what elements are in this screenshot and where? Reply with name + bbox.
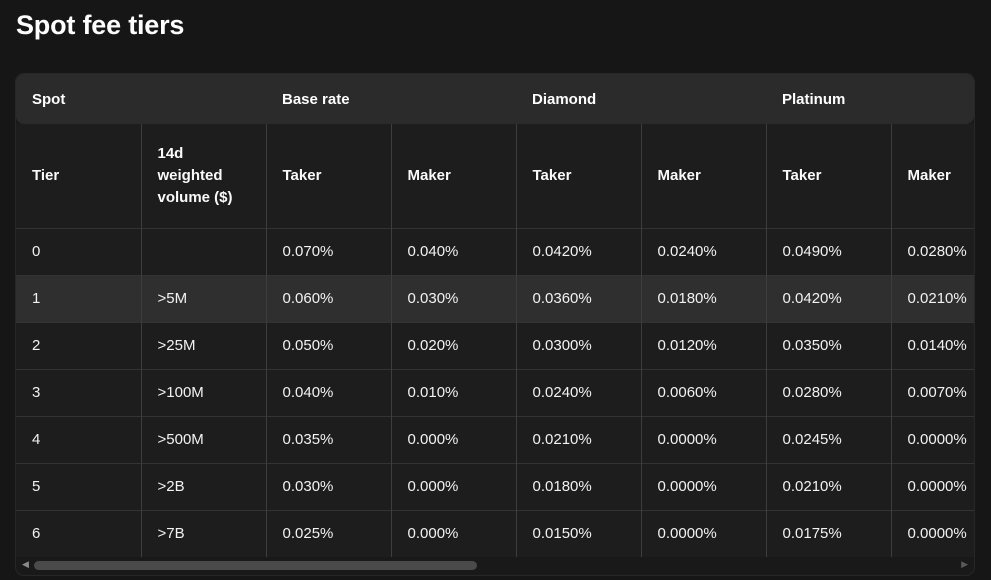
cell-platinum-maker: 0.0000% (890, 415, 974, 463)
cell-platinum-maker: 0.0280% (890, 227, 974, 275)
cell-diamond-taker: 0.0180% (515, 462, 641, 510)
table-group-header: Spot Base rate Diamond Platinum (16, 74, 974, 124)
cell-platinum-taker: 0.0490% (765, 227, 891, 275)
scroll-right-arrow-icon[interactable]: ▶ (961, 559, 968, 570)
table-row: 1 >5M 0.060% 0.030% 0.0360% 0.0180% 0.04… (16, 274, 974, 322)
scrollbar-track[interactable] (33, 560, 956, 570)
cell-diamond-maker: 0.0000% (640, 462, 766, 510)
cell-diamond-taker: 0.0420% (515, 227, 641, 275)
cell-base-taker: 0.060% (265, 274, 391, 322)
cell-platinum-maker: 0.0140% (890, 321, 974, 369)
table-body: 0 0.070% 0.040% 0.0420% 0.0240% 0.0490% … (16, 227, 974, 557)
table-scroll-area[interactable]: Tier 14d weighted volume ($) Taker Maker… (16, 124, 974, 557)
cell-diamond-maker: 0.0060% (640, 368, 766, 416)
group-spot: Spot (32, 90, 66, 108)
cell-volume: >100M (140, 368, 266, 416)
cell-platinum-taker: 0.0350% (765, 321, 891, 369)
cell-base-maker: 0.000% (390, 462, 516, 510)
table-row: 5 >2B 0.030% 0.000% 0.0180% 0.0000% 0.02… (16, 462, 974, 510)
group-base-rate: Base rate (282, 90, 350, 108)
cell-base-maker: 0.020% (390, 321, 516, 369)
cell-volume: >5M (140, 274, 266, 322)
cell-volume: >25M (140, 321, 266, 369)
cell-diamond-maker: 0.0000% (640, 509, 766, 557)
cell-tier: 1 (16, 274, 141, 322)
cell-platinum-taker: 0.0210% (765, 462, 891, 510)
cell-tier: 6 (16, 509, 141, 557)
cell-tier: 0 (16, 227, 141, 275)
cell-base-maker: 0.000% (390, 509, 516, 557)
scrollbar-thumb[interactable] (33, 560, 477, 570)
cell-base-taker: 0.035% (265, 415, 391, 463)
cell-base-taker: 0.070% (265, 227, 391, 275)
cell-diamond-taker: 0.0150% (515, 509, 641, 557)
col-platinum-maker: Maker (890, 124, 974, 228)
cell-platinum-taker: 0.0245% (765, 415, 891, 463)
column-header-row: Tier 14d weighted volume ($) Taker Maker… (16, 124, 974, 228)
cell-volume (140, 227, 266, 275)
group-platinum: Platinum (782, 90, 846, 108)
horizontal-scrollbar[interactable]: ◀ ▶ (16, 557, 974, 575)
cell-base-maker: 0.030% (390, 274, 516, 322)
table-row: 2 >25M 0.050% 0.020% 0.0300% 0.0120% 0.0… (16, 321, 974, 369)
cell-base-maker: 0.010% (390, 368, 516, 416)
col-volume: 14d weighted volume ($) (140, 124, 266, 228)
fee-table-card: Spot Base rate Diamond Platinum Tier 14d… (15, 73, 975, 576)
table-column-header: Tier 14d weighted volume ($) Taker Maker… (16, 124, 974, 228)
cell-diamond-maker: 0.0000% (640, 415, 766, 463)
cell-base-maker: 0.040% (390, 227, 516, 275)
cell-platinum-taker: 0.0175% (765, 509, 891, 557)
cell-platinum-maker: 0.0210% (890, 274, 974, 322)
cell-tier: 4 (16, 415, 141, 463)
table-row: 6 >7B 0.025% 0.000% 0.0150% 0.0000% 0.01… (16, 509, 974, 557)
cell-platinum-taker: 0.0280% (765, 368, 891, 416)
page-title: Spot fee tiers (16, 10, 185, 40)
cell-platinum-maker: 0.0070% (890, 368, 974, 416)
cell-diamond-maker: 0.0240% (640, 227, 766, 275)
scroll-left-arrow-icon[interactable]: ◀ (22, 559, 29, 570)
cell-volume: >2B (140, 462, 266, 510)
cell-diamond-maker: 0.0120% (640, 321, 766, 369)
cell-tier: 2 (16, 321, 141, 369)
fee-table: Tier 14d weighted volume ($) Taker Maker… (16, 124, 974, 557)
col-base-taker: Taker (265, 124, 391, 228)
cell-tier: 3 (16, 368, 141, 416)
table-row: 0 0.070% 0.040% 0.0420% 0.0240% 0.0490% … (16, 227, 974, 275)
cell-base-taker: 0.025% (265, 509, 391, 557)
cell-volume: >7B (140, 509, 266, 557)
col-base-maker: Maker (390, 124, 516, 228)
cell-base-maker: 0.000% (390, 415, 516, 463)
cell-diamond-taker: 0.0300% (515, 321, 641, 369)
cell-volume: >500M (140, 415, 266, 463)
cell-platinum-maker: 0.0000% (890, 509, 974, 557)
col-platinum-taker: Taker (765, 124, 891, 228)
table-row: 4 >500M 0.035% 0.000% 0.0210% 0.0000% 0.… (16, 415, 974, 463)
cell-base-taker: 0.050% (265, 321, 391, 369)
cell-diamond-taker: 0.0360% (515, 274, 641, 322)
cell-base-taker: 0.030% (265, 462, 391, 510)
cell-base-taker: 0.040% (265, 368, 391, 416)
cell-diamond-taker: 0.0210% (515, 415, 641, 463)
group-diamond: Diamond (532, 90, 597, 108)
cell-platinum-taker: 0.0420% (765, 274, 891, 322)
cell-tier: 5 (16, 462, 141, 510)
col-tier: Tier (16, 124, 141, 228)
col-diamond-taker: Taker (515, 124, 641, 228)
cell-platinum-maker: 0.0000% (890, 462, 974, 510)
cell-diamond-taker: 0.0240% (515, 368, 641, 416)
table-row: 3 >100M 0.040% 0.010% 0.0240% 0.0060% 0.… (16, 368, 974, 416)
cell-diamond-maker: 0.0180% (640, 274, 766, 322)
col-diamond-maker: Maker (640, 124, 766, 228)
